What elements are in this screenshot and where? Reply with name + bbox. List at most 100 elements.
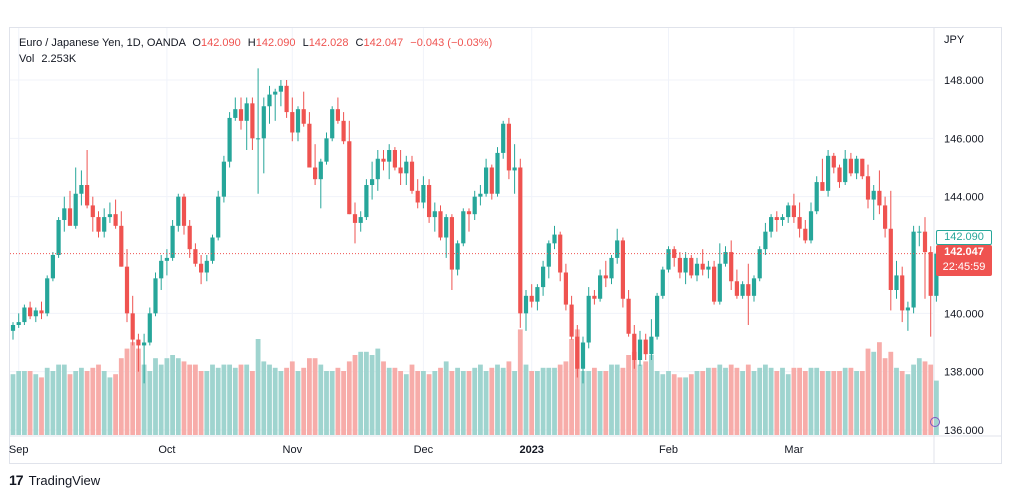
footer-brand[interactable]: 17 TradingView bbox=[9, 472, 100, 488]
candle-body bbox=[187, 225, 192, 250]
candle-body bbox=[136, 339, 141, 346]
timezone-circle-icon[interactable] bbox=[930, 417, 940, 427]
candle-body bbox=[318, 161, 323, 180]
candle-body bbox=[706, 266, 711, 270]
candle-body bbox=[786, 205, 791, 218]
volume-bar bbox=[637, 364, 643, 435]
volume-bar bbox=[586, 371, 592, 435]
candle-body bbox=[917, 231, 922, 233]
candle-body bbox=[221, 161, 226, 197]
candle-body bbox=[364, 185, 369, 218]
candle-body bbox=[820, 182, 825, 191]
volume-bar bbox=[774, 371, 780, 435]
volume-bar bbox=[358, 351, 364, 435]
volume-bar bbox=[552, 367, 557, 435]
candle-body bbox=[39, 310, 44, 314]
volume-bar bbox=[700, 371, 706, 435]
candle-body bbox=[734, 281, 739, 296]
volume-bar bbox=[10, 374, 16, 435]
volume-bar bbox=[147, 371, 153, 435]
candle-body bbox=[398, 167, 403, 174]
volume-bar bbox=[825, 371, 831, 435]
candle-body bbox=[535, 287, 540, 302]
candle-body bbox=[370, 179, 375, 185]
candle-body bbox=[199, 263, 204, 273]
candle-body bbox=[814, 182, 819, 212]
candle-body bbox=[712, 266, 717, 302]
volume-bar bbox=[175, 358, 181, 435]
candle-body bbox=[233, 109, 238, 118]
candle-body bbox=[56, 220, 61, 255]
candle-body bbox=[603, 275, 608, 279]
volume-bar bbox=[460, 371, 466, 435]
volume-bar bbox=[603, 371, 609, 435]
volume-bar bbox=[848, 367, 854, 435]
candle-body bbox=[67, 208, 73, 226]
candle-body bbox=[751, 278, 757, 296]
candle-body bbox=[871, 190, 876, 200]
volume-bar bbox=[609, 364, 614, 435]
candle-body bbox=[409, 161, 415, 191]
candle-body bbox=[164, 257, 169, 261]
volume-bar bbox=[483, 371, 489, 435]
volume-bar bbox=[369, 355, 375, 435]
candle-body bbox=[780, 217, 785, 220]
candle-body bbox=[216, 196, 221, 238]
candle-body bbox=[660, 269, 665, 296]
volume-bar bbox=[381, 361, 386, 435]
volume-bar bbox=[198, 371, 204, 435]
volume-bar bbox=[16, 371, 22, 435]
candle-body bbox=[16, 322, 21, 325]
volume-bar bbox=[284, 367, 289, 435]
candle-body bbox=[700, 263, 705, 270]
close-value: 142.047 bbox=[363, 37, 404, 49]
volume-value: 2.253K bbox=[41, 53, 77, 65]
candle-body bbox=[808, 211, 814, 241]
candle-body bbox=[387, 150, 392, 162]
candle-body bbox=[826, 155, 831, 191]
volume-bar bbox=[415, 371, 421, 435]
x-tick-label: Oct bbox=[158, 444, 175, 456]
high-value: 142.090 bbox=[255, 37, 296, 49]
candle-body bbox=[922, 231, 928, 253]
volume-bar bbox=[478, 364, 483, 435]
volume-bar bbox=[882, 358, 888, 435]
candle-body bbox=[267, 94, 272, 107]
volume-bar bbox=[506, 361, 512, 435]
candle-body bbox=[284, 85, 289, 113]
volume-bar bbox=[232, 367, 238, 435]
candle-body bbox=[894, 275, 899, 290]
candle-body bbox=[341, 120, 346, 142]
volume-bar bbox=[865, 348, 871, 435]
volume-bar bbox=[905, 374, 911, 435]
volume-bar bbox=[22, 371, 27, 435]
candle-body bbox=[142, 342, 147, 346]
candle-body bbox=[392, 150, 397, 168]
volume-bar bbox=[580, 371, 586, 435]
volume-bar bbox=[877, 342, 882, 435]
volume-bar bbox=[643, 361, 649, 435]
chart-frame bbox=[9, 27, 1002, 464]
candle-body bbox=[609, 257, 614, 279]
volume-bar bbox=[831, 371, 837, 435]
candle-body bbox=[107, 214, 112, 218]
candle-body bbox=[176, 196, 181, 226]
candle-body bbox=[717, 263, 722, 302]
candle-body bbox=[763, 231, 768, 250]
volume-bar bbox=[141, 364, 147, 435]
candle-body bbox=[358, 217, 363, 223]
volume-bar bbox=[563, 361, 569, 435]
volume-bar bbox=[626, 355, 631, 435]
volume-legend: Vol 2.253K bbox=[19, 51, 76, 67]
low-value: 142.028 bbox=[308, 37, 349, 49]
candle-body bbox=[85, 185, 90, 206]
volume-bar bbox=[660, 374, 666, 435]
candle-body bbox=[848, 158, 853, 174]
high-label: H bbox=[247, 37, 256, 49]
volume-bar bbox=[364, 351, 369, 435]
candle-body bbox=[803, 228, 808, 241]
volume-bar bbox=[842, 367, 848, 435]
volume-bar bbox=[39, 377, 44, 435]
volume-bar bbox=[894, 367, 899, 435]
